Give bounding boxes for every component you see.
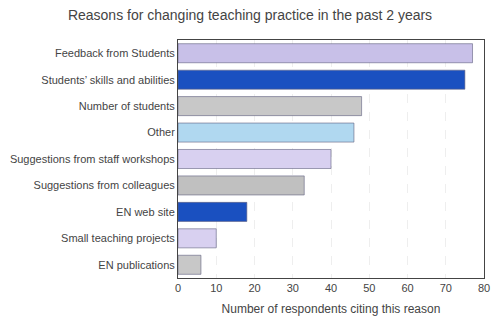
svg-text:20: 20 <box>248 282 260 294</box>
svg-text:Number of students: Number of students <box>79 100 175 112</box>
svg-text:Other: Other <box>147 126 175 138</box>
svg-text:30: 30 <box>287 282 299 294</box>
svg-text:80: 80 <box>478 282 490 294</box>
svg-text:Suggestions from staff worksho: Suggestions from staff workshops <box>10 153 175 165</box>
svg-text:EN publications: EN publications <box>98 259 175 271</box>
svg-text:10: 10 <box>210 282 222 294</box>
svg-text:Feedback from Students: Feedback from Students <box>55 47 175 59</box>
svg-text:Students’ skills and abilities: Students’ skills and abilities <box>41 74 175 86</box>
svg-text:40: 40 <box>325 282 337 294</box>
svg-text:0: 0 <box>175 282 181 294</box>
svg-text:Number of respondents citing t: Number of respondents citing this reason <box>222 302 441 316</box>
svg-text:60: 60 <box>401 282 413 294</box>
svg-text:Small teaching projects: Small teaching projects <box>61 232 175 244</box>
svg-text:Reasons for changing teaching: Reasons for changing teaching practice i… <box>68 7 432 23</box>
svg-text:EN web site: EN web site <box>116 206 175 218</box>
svg-text:50: 50 <box>363 282 375 294</box>
svg-text:Suggestions from colleagues: Suggestions from colleagues <box>34 179 176 191</box>
svg-text:70: 70 <box>440 282 452 294</box>
